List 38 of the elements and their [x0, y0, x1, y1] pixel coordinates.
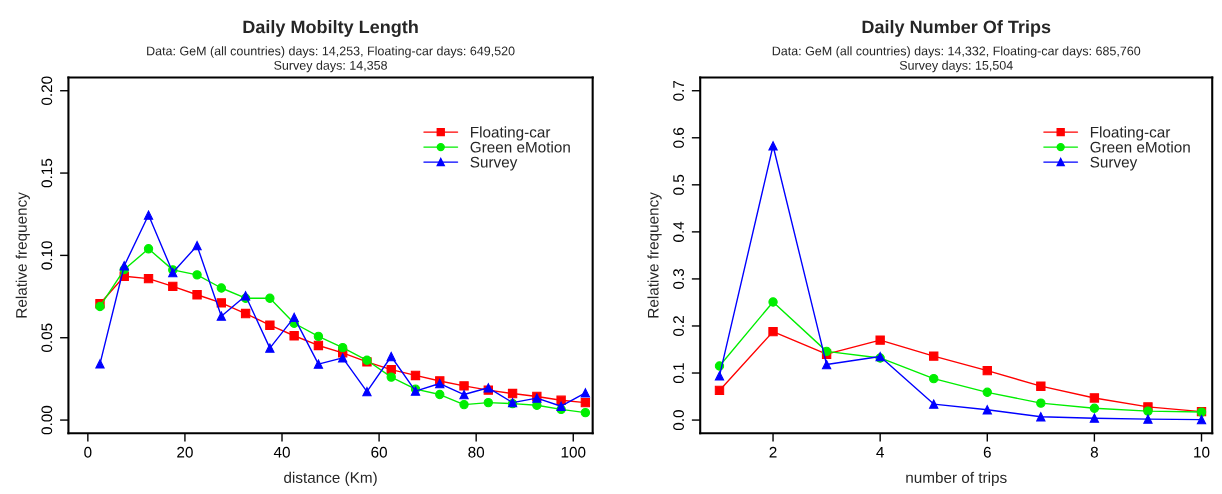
legend-label: Survey: [1090, 156, 1138, 171]
x-tick-label: 100: [561, 446, 586, 458]
y-tick-label: 0.1: [673, 363, 684, 384]
x-axis-title: number of trips: [906, 471, 1007, 487]
chart-subtitle: Data: GeM (all countries) days: 14,332, Floating-car days: 685,760 Survey days: 15,504: [772, 46, 1141, 73]
legend-label: Floating-car: [471, 126, 551, 141]
x-tick-label: 8: [1090, 446, 1098, 458]
y-axis-title: Relative frequency: [647, 192, 662, 318]
x-tick-label: 10: [1194, 446, 1210, 458]
legend-label: Floating-car: [1090, 126, 1171, 141]
y-axis-title: Relative frequency: [15, 192, 30, 318]
y-tick-label: 0.3: [673, 268, 684, 289]
x-tick-label: 40: [273, 446, 290, 458]
x-tick-label: 6: [983, 446, 991, 458]
x-tick-label: 80: [468, 446, 485, 458]
y-tick-label: 0.10: [41, 241, 53, 270]
chart-title: Daily Number Of Trips: [862, 20, 1051, 37]
x-tick-label: 60: [371, 446, 387, 458]
x-tick-label: 2: [769, 446, 777, 458]
x-axis-title: distance (Km): [284, 471, 377, 487]
y-tick-label: 0.2: [673, 316, 684, 336]
y-tick-label: 0.05: [41, 323, 53, 352]
y-tick-label: 0.5: [673, 174, 684, 195]
y-tick-label: 0.0: [673, 410, 684, 431]
y-tick-label: 0.15: [41, 158, 53, 188]
x-tick-label: 0: [84, 446, 92, 458]
legend-label: Survey: [470, 156, 518, 171]
chart-subtitle: Data: GeM (all countries) days: 14,253, Floating-car days: 649,520 Survey days: 14,358: [147, 46, 515, 73]
x-tick-label: 4: [876, 446, 884, 458]
y-tick-label: 0.6: [673, 127, 684, 148]
y-tick-label: 0.00: [41, 405, 53, 435]
x-tick-label: 20: [177, 446, 193, 458]
y-tick-label: 0.7: [673, 80, 684, 101]
y-tick-label: 0.4: [673, 221, 684, 242]
legend-label: Green eMotion: [1090, 141, 1190, 153]
y-tick-label: 0.20: [41, 76, 53, 105]
chart-title: Daily Mobilty Length: [243, 20, 418, 37]
legend-label: Green eMotion: [470, 141, 570, 153]
